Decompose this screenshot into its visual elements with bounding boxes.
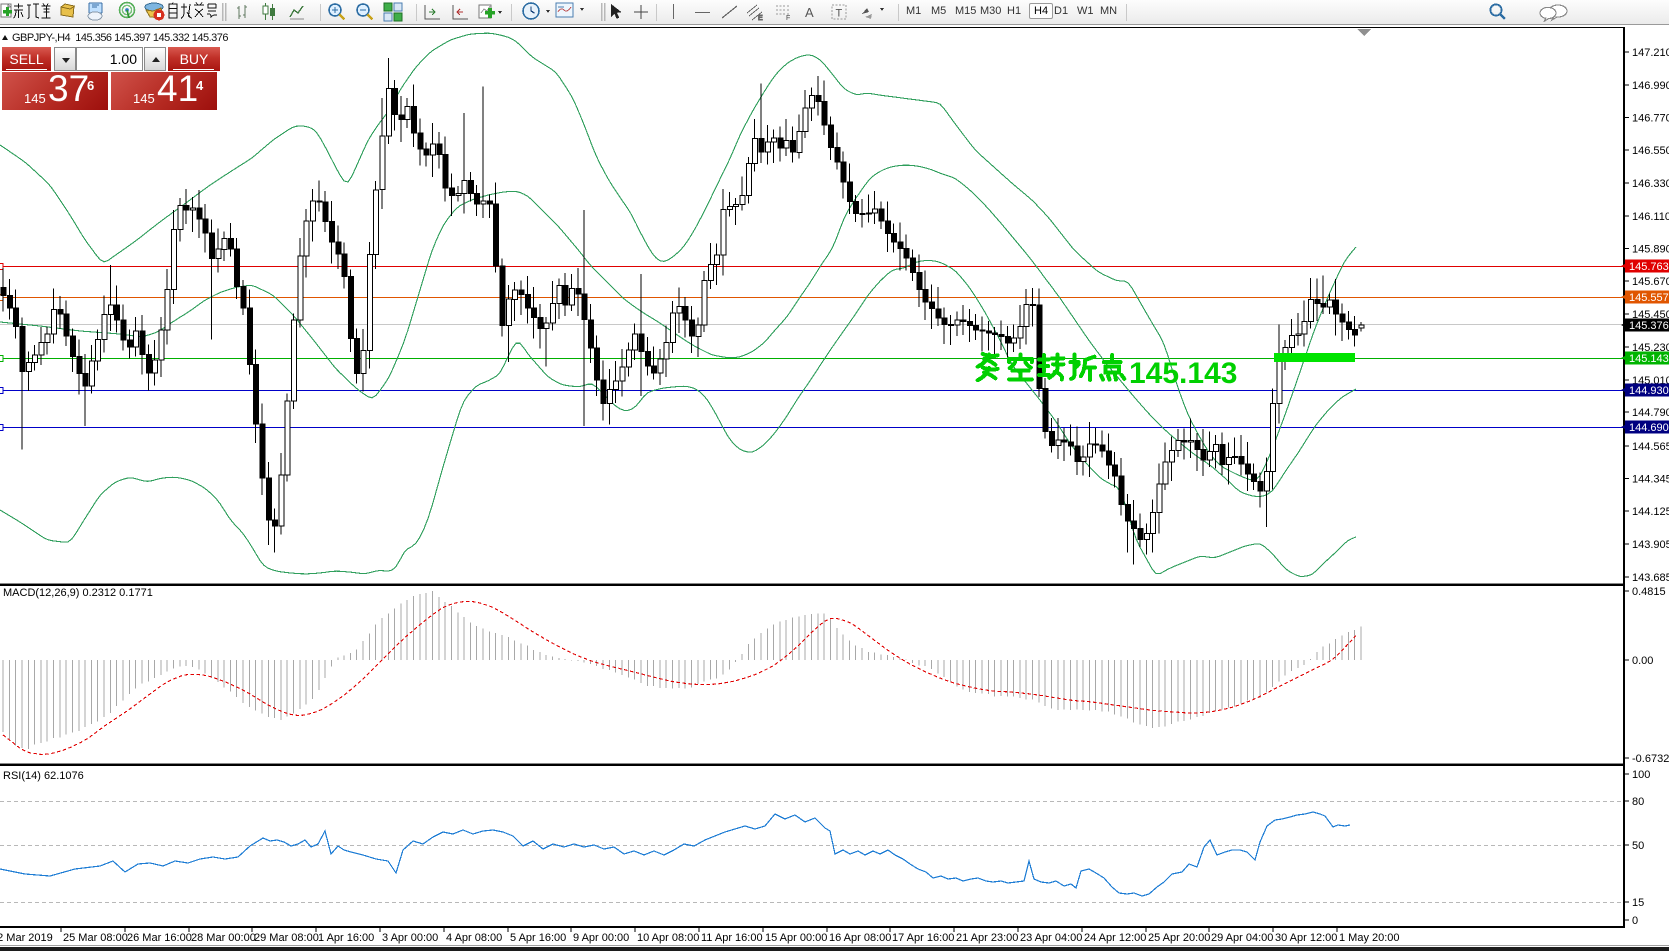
svg-text:50: 50 (1632, 840, 1644, 852)
svg-text:0.4815: 0.4815 (1632, 586, 1666, 598)
svg-text:0.00: 0.00 (1632, 655, 1653, 667)
svg-text:10 Apr 08:00: 10 Apr 08:00 (637, 932, 699, 944)
svg-text:147.210: 147.210 (1632, 47, 1669, 59)
svg-text:80: 80 (1632, 796, 1644, 808)
svg-text:23 Apr 04:00: 23 Apr 04:00 (1020, 932, 1082, 944)
svg-text:144.125: 144.125 (1632, 506, 1669, 518)
svg-text:145.143: 145.143 (1629, 353, 1669, 365)
svg-text:144.565: 144.565 (1632, 441, 1669, 453)
svg-text:30 Apr 12:00: 30 Apr 12:00 (1275, 932, 1337, 944)
svg-text:143.905: 143.905 (1632, 539, 1669, 551)
svg-text:3 Apr 00:00: 3 Apr 00:00 (382, 932, 438, 944)
svg-text:145.230: 145.230 (1632, 342, 1669, 354)
svg-text:29 Apr 04:00: 29 Apr 04:00 (1211, 932, 1273, 944)
svg-text:15: 15 (1632, 897, 1644, 909)
svg-text:5 Apr 16:00: 5 Apr 16:00 (510, 932, 566, 944)
svg-text:144.790: 144.790 (1632, 407, 1669, 419)
svg-text:0: 0 (1632, 915, 1638, 927)
svg-text:145.143: 145.143 (1129, 357, 1237, 390)
svg-text:17 Apr 16:00: 17 Apr 16:00 (892, 932, 954, 944)
svg-text:143.685: 143.685 (1632, 572, 1669, 584)
svg-text:144.930: 144.930 (1629, 385, 1669, 397)
svg-text:21 Apr 23:00: 21 Apr 23:00 (956, 932, 1018, 944)
svg-text:100: 100 (1632, 769, 1650, 781)
svg-text:24 Apr 12:00: 24 Apr 12:00 (1084, 932, 1146, 944)
svg-text:146.550: 146.550 (1632, 145, 1669, 157)
svg-text:22 Mar 2019: 22 Mar 2019 (0, 932, 53, 944)
svg-text:145.450: 145.450 (1632, 309, 1669, 321)
svg-text:25 Apr 20:00: 25 Apr 20:00 (1148, 932, 1210, 944)
svg-text:A: A (805, 5, 814, 20)
svg-text:15 Apr 00:00: 15 Apr 00:00 (765, 932, 827, 944)
svg-text:-0.6732: -0.6732 (1632, 753, 1669, 765)
svg-text:F: F (786, 15, 790, 22)
svg-text:4 Apr 08:00: 4 Apr 08:00 (446, 932, 502, 944)
svg-text:146.330: 146.330 (1632, 178, 1669, 190)
svg-text:25 Mar 08:00: 25 Mar 08:00 (63, 932, 128, 944)
svg-text:1 May 20:00: 1 May 20:00 (1339, 932, 1400, 944)
svg-text:T: T (836, 8, 843, 20)
svg-text:145.557: 145.557 (1629, 292, 1669, 304)
svg-text:26 Mar 16:00: 26 Mar 16:00 (127, 932, 192, 944)
svg-text:145.670: 145.670 (1632, 276, 1669, 288)
svg-text:145.890: 145.890 (1632, 244, 1669, 256)
svg-text:28 Mar 00:00: 28 Mar 00:00 (191, 932, 256, 944)
svg-text:144.345: 144.345 (1632, 474, 1669, 486)
svg-text:9 Apr 00:00: 9 Apr 00:00 (573, 932, 629, 944)
svg-text:RSI(14) 62.1076: RSI(14) 62.1076 (3, 770, 84, 782)
svg-text:145.763: 145.763 (1629, 261, 1669, 273)
svg-text:146.990: 146.990 (1632, 80, 1669, 92)
svg-text:E: E (758, 15, 763, 22)
svg-text:1 Apr 16:00: 1 Apr 16:00 (318, 932, 374, 944)
svg-text:MACD(12,26,9) 0.2312 0.1771: MACD(12,26,9) 0.2312 0.1771 (3, 587, 153, 599)
svg-text:146.770: 146.770 (1632, 113, 1669, 125)
svg-text:16 Apr 08:00: 16 Apr 08:00 (829, 932, 891, 944)
svg-text:146.110: 146.110 (1632, 211, 1669, 223)
svg-text:11 Apr 16:00: 11 Apr 16:00 (701, 932, 763, 944)
svg-text:29 Mar 08:00: 29 Mar 08:00 (254, 932, 319, 944)
svg-text:144.690: 144.690 (1629, 422, 1669, 434)
svg-text:145.376: 145.376 (1629, 320, 1669, 332)
